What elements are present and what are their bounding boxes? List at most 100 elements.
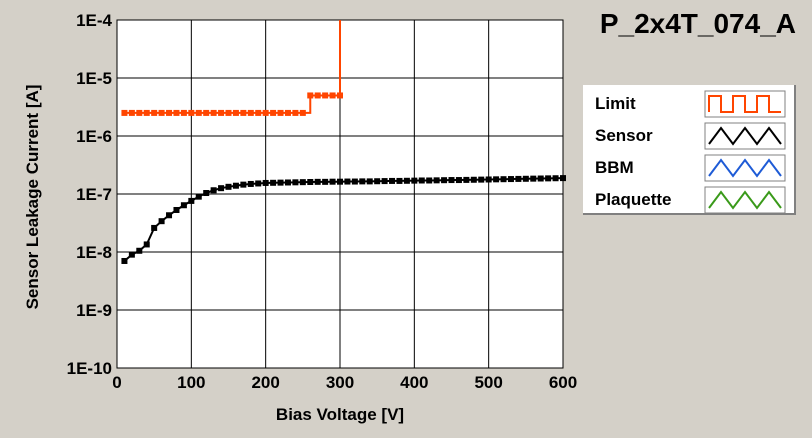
legend-item-plaquette[interactable]: Plaquette (595, 186, 786, 214)
data-point-limit (203, 109, 210, 116)
data-point-sensor (180, 202, 187, 209)
data-point-sensor (359, 178, 366, 185)
data-point-sensor (195, 193, 202, 200)
x-axis-ticks: 0 100 200 300 400 500 600 (112, 373, 577, 392)
data-point-sensor (470, 176, 477, 183)
data-point-sensor (381, 178, 388, 185)
data-point-limit (121, 109, 128, 116)
y-axis-label: Sensor Leakage Current [A] (23, 85, 42, 310)
legend-label: Sensor (595, 126, 653, 145)
data-point-sensor (314, 178, 321, 185)
data-point-limit (240, 109, 247, 116)
data-point-sensor (270, 179, 277, 186)
data-point-limit (284, 109, 291, 116)
data-point-sensor (292, 179, 299, 186)
data-point-sensor (433, 177, 440, 184)
data-point-limit (232, 109, 239, 116)
data-point-sensor (121, 257, 128, 264)
data-point-limit (337, 92, 343, 99)
data-point-sensor (560, 175, 566, 182)
data-point-limit (218, 109, 225, 116)
data-point-sensor (262, 179, 269, 186)
legend-item-bbm[interactable]: BBM (595, 154, 786, 182)
data-point-sensor (366, 178, 373, 185)
data-point-sensor (337, 178, 343, 185)
data-point-sensor (537, 175, 544, 182)
data-point-sensor (485, 176, 492, 183)
data-point-sensor (128, 251, 135, 258)
data-point-limit (292, 109, 299, 116)
data-point-sensor (136, 247, 143, 254)
data-point-sensor (374, 178, 381, 185)
series-sensor (121, 175, 566, 264)
data-point-sensor (166, 212, 173, 219)
data-point-sensor (240, 181, 247, 188)
data-point-sensor (277, 179, 284, 186)
data-point-sensor (284, 179, 291, 186)
data-point-sensor (507, 176, 514, 183)
data-point-limit (173, 109, 180, 116)
data-point-sensor (455, 177, 462, 184)
data-point-sensor (329, 178, 336, 185)
data-point-limit (322, 92, 329, 99)
x-tick-label: 100 (177, 373, 205, 392)
x-tick-label: 500 (474, 373, 502, 392)
legend-line-icon (708, 190, 782, 210)
data-point-sensor (322, 178, 329, 185)
data-point-sensor (478, 176, 485, 183)
data-point-sensor (448, 177, 455, 184)
data-point-sensor (255, 180, 262, 187)
y-tick-label: 1E-7 (76, 185, 112, 204)
data-point-limit (277, 109, 284, 116)
data-point-sensor (403, 177, 410, 184)
series-limit (121, 20, 343, 116)
x-tick-label: 300 (326, 373, 354, 392)
data-point-limit (307, 92, 314, 99)
data-point-limit (262, 109, 269, 116)
x-tick-label: 400 (400, 373, 428, 392)
legend-line-icon (708, 158, 782, 178)
data-point-limit (329, 92, 336, 99)
data-point-limit (128, 109, 135, 116)
data-point-sensor (218, 185, 225, 192)
data-point-sensor (307, 179, 314, 186)
data-point-limit (299, 109, 306, 116)
legend-item-sensor[interactable]: Sensor (595, 122, 786, 150)
y-axis-ticks: 1E-4 1E-5 1E-6 1E-7 1E-8 1E-9 1E-10 (67, 11, 113, 378)
data-point-limit (255, 109, 262, 116)
data-point-sensor (173, 206, 180, 213)
data-point-limit (136, 109, 143, 116)
data-point-sensor (545, 175, 552, 182)
data-point-sensor (441, 177, 448, 184)
legend[interactable]: Limit Sensor BBM Plaquette (583, 85, 796, 215)
data-point-limit (314, 92, 321, 99)
y-tick-label: 1E-9 (76, 301, 112, 320)
legend-item-limit[interactable]: Limit (595, 90, 786, 118)
data-point-sensor (225, 183, 232, 190)
data-point-sensor (493, 176, 500, 183)
data-point-sensor (500, 176, 507, 183)
data-point-sensor (143, 241, 150, 248)
legend-line-icon (708, 95, 781, 113)
data-point-sensor (418, 177, 425, 184)
data-point-limit (180, 109, 187, 116)
data-point-sensor (247, 180, 254, 187)
data-point-sensor (232, 182, 239, 189)
data-point-sensor (515, 175, 522, 182)
data-point-limit (188, 109, 195, 116)
data-point-sensor (210, 187, 217, 194)
data-point-limit (143, 109, 150, 116)
legend-line-icon (708, 126, 782, 146)
data-point-sensor (552, 175, 559, 182)
x-axis-label: Bias Voltage [V] (276, 405, 404, 424)
series-layer (121, 20, 566, 264)
y-tick-label: 1E-10 (67, 359, 112, 378)
data-point-sensor (344, 178, 351, 185)
y-tick-label: 1E-5 (76, 69, 112, 88)
x-tick-label: 0 (112, 373, 121, 392)
data-point-sensor (411, 177, 418, 184)
legend-label: BBM (595, 158, 634, 177)
data-point-sensor (530, 175, 537, 182)
